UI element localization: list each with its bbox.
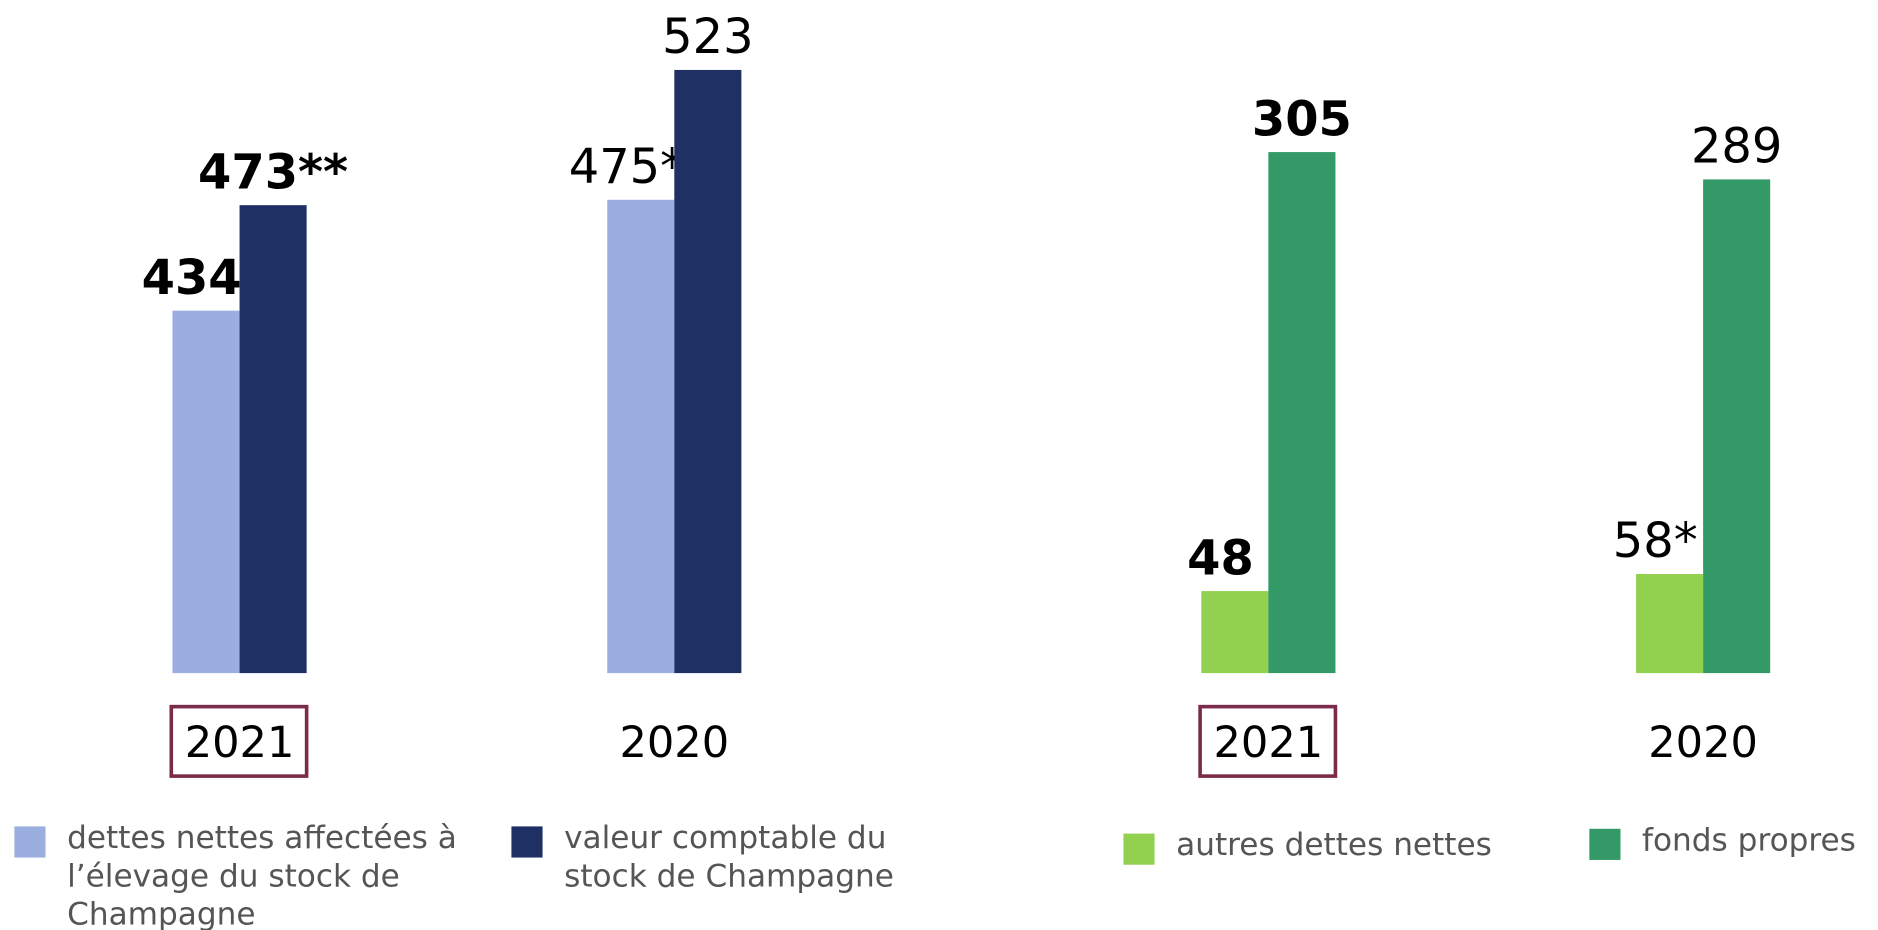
value-label: 473** [198, 145, 348, 200]
legend-entry: valeur comptable du stock de Champagne [564, 820, 894, 895]
legend-label: dettes nettes affectées à l’élevage du s… [67, 820, 457, 930]
bar [1636, 574, 1704, 674]
legend-label: valeur comptable du stock de Champagne [564, 820, 894, 895]
value-label: 289 [1691, 120, 1782, 175]
value-label: 475* [569, 140, 684, 195]
legend-entry: autres dettes nettes [1176, 827, 1492, 864]
x-tick-label: 2020 [1648, 718, 1758, 768]
bar [172, 310, 240, 674]
bar [674, 69, 742, 674]
legend-swatch [1589, 828, 1621, 860]
x-tick-label: 2021 [185, 718, 295, 768]
x-tick-label: 2021 [1214, 718, 1324, 768]
bar [1703, 179, 1771, 674]
value-label: 48 [1187, 531, 1254, 586]
bar [1201, 591, 1269, 674]
category-box [169, 704, 309, 778]
legend-entry: dettes nettes affectées à l’élevage du s… [67, 820, 457, 930]
bar [239, 205, 307, 674]
legend-entry: fonds propres [1642, 822, 1856, 859]
bar [607, 199, 675, 674]
legend-swatch [14, 826, 46, 858]
legend-label: autres dettes nettes [1176, 827, 1492, 864]
bar [1268, 152, 1336, 674]
legend-swatch [1123, 833, 1155, 865]
value-label: 305 [1252, 92, 1352, 147]
legend-label: fonds propres [1642, 822, 1856, 859]
value-label: 523 [662, 10, 753, 65]
legend-swatch [511, 826, 543, 858]
value-label: 434 [142, 251, 242, 306]
x-tick-label: 2020 [619, 718, 729, 768]
value-label: 58* [1613, 514, 1698, 569]
category-box [1198, 704, 1338, 778]
